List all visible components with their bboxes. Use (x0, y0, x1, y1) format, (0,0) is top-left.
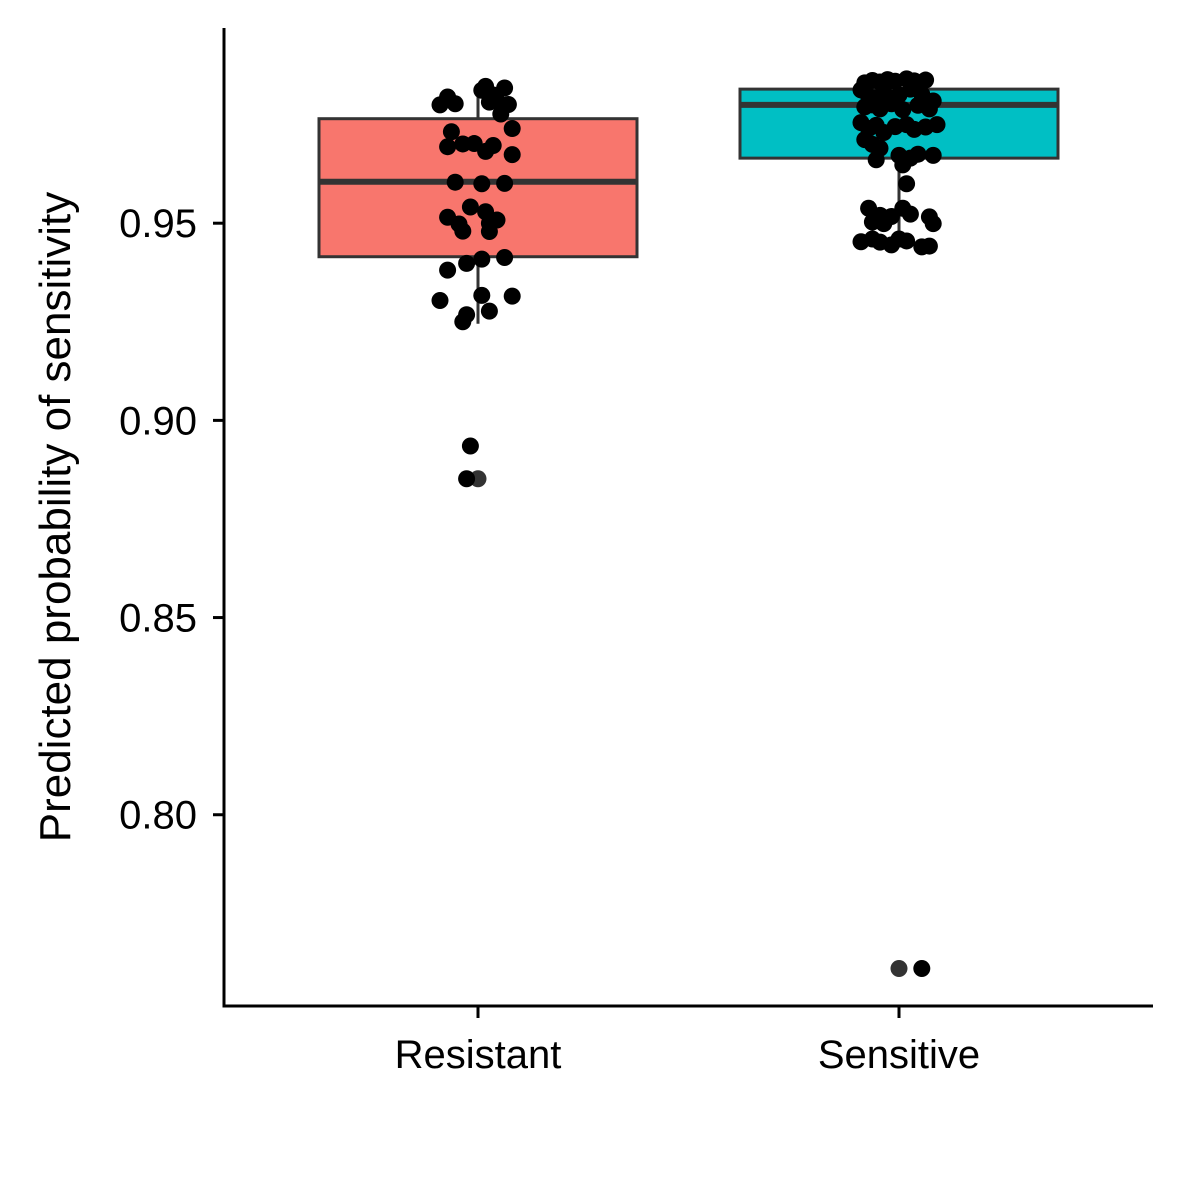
jitter-point (894, 156, 912, 174)
jitter-point (446, 95, 464, 113)
box-group-resistant (317, 77, 639, 488)
jitter-point (439, 138, 457, 156)
jitter-point (894, 101, 912, 119)
jitter-point (898, 175, 916, 193)
jitter-point (920, 100, 938, 118)
x-axis-ticks: Resistant Sensitive (395, 1006, 980, 1077)
jitter-point (913, 960, 931, 978)
jitter-point (480, 214, 498, 232)
y-tick-label: 0.90 (119, 399, 197, 443)
y-tick-label: 0.85 (119, 597, 197, 641)
outlier-point (890, 960, 908, 978)
y-axis-title: Predicted probability of sensitivity (31, 192, 80, 843)
jitter-point (458, 254, 476, 272)
jitter-point (492, 105, 510, 123)
y-tick-label: 0.80 (119, 794, 197, 838)
plot-area (317, 70, 1060, 978)
jitter-point (496, 79, 514, 97)
y-tick-label: 0.95 (119, 202, 197, 246)
x-tick-label-resistant: Resistant (395, 1033, 562, 1077)
y-axis-ticks: 0.80 0.85 0.90 0.95 (119, 202, 224, 838)
jitter-point (920, 237, 938, 255)
jitter-point (928, 116, 946, 134)
jitter-point (446, 173, 464, 191)
jitter-point (454, 313, 472, 331)
jitter-point (458, 470, 476, 488)
jitter-point (454, 222, 472, 240)
x-tick-label-sensitive: Sensitive (818, 1033, 980, 1077)
jitter-point (461, 437, 479, 455)
jitter-point (503, 287, 521, 305)
jitter-point (924, 215, 942, 233)
jitter-point (503, 120, 521, 138)
jitter-point (909, 145, 927, 163)
jitter-point (473, 250, 491, 268)
jitter-point (431, 291, 449, 309)
jitter-point (496, 174, 514, 192)
jitter-point (442, 123, 460, 141)
box-group-sensitive (738, 70, 1060, 978)
jitter-point (473, 286, 491, 304)
jitter-point (439, 261, 457, 279)
jitter-point (480, 302, 498, 320)
jitter-point (924, 146, 942, 164)
jitter-point (503, 146, 521, 164)
jitter-point (461, 198, 479, 216)
jitter-point (901, 205, 919, 223)
jitter-point (496, 249, 514, 267)
jitter-point (898, 232, 916, 250)
jitter-point (867, 151, 885, 169)
jitter-point (917, 71, 935, 89)
jitter-point (473, 175, 491, 193)
jitter-point (484, 137, 502, 155)
